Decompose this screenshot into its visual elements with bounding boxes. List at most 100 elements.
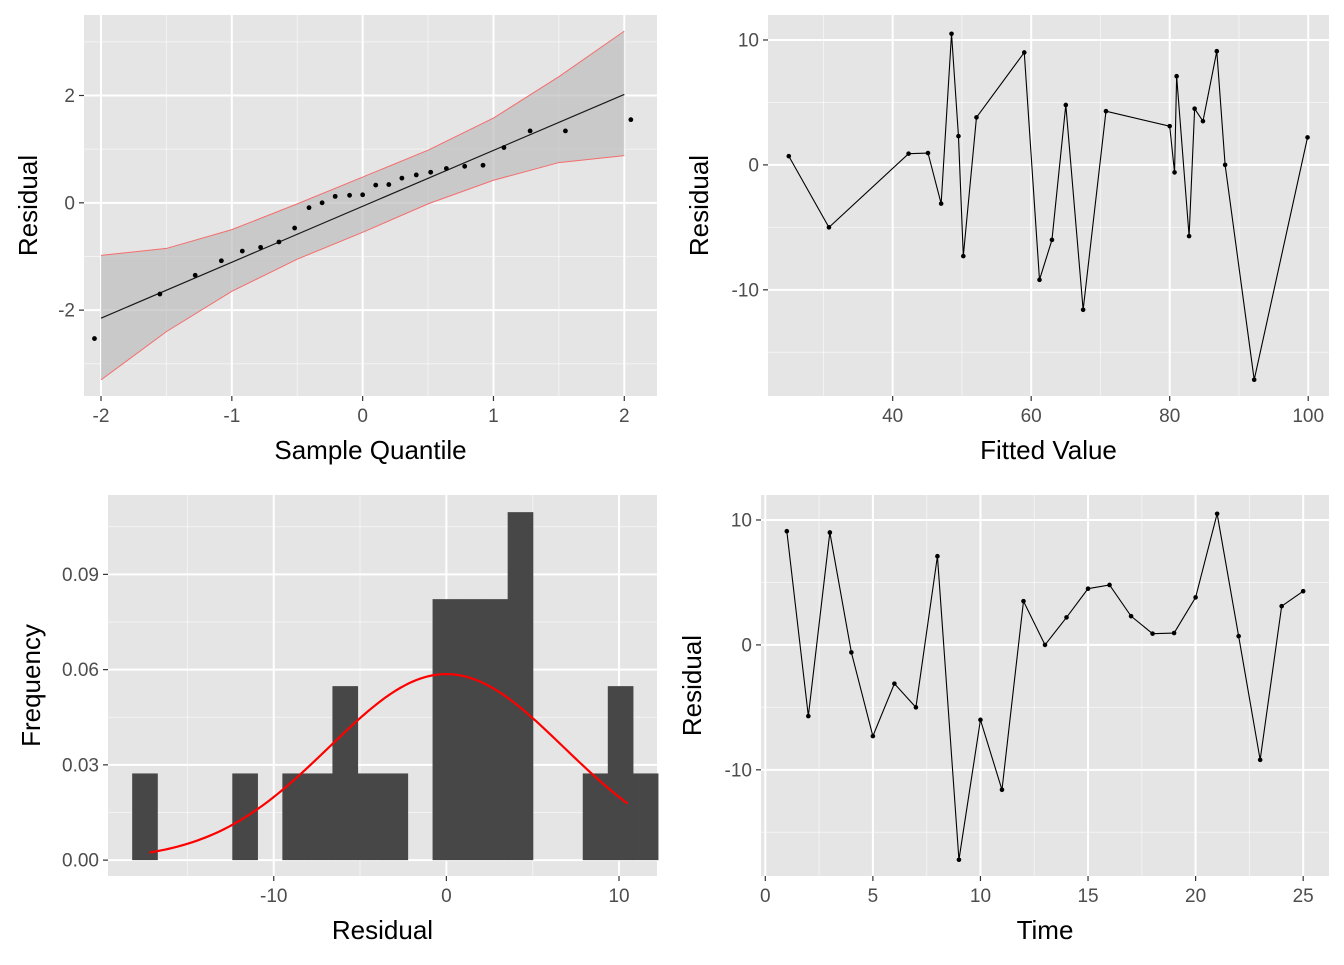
- residual-vs-time-point: [806, 713, 811, 719]
- y-tick-label: 0.06: [62, 660, 99, 681]
- residual-vs-time-grid: [761, 495, 1329, 876]
- y-tick-label: 0: [748, 155, 759, 176]
- histogram-bar: [282, 773, 309, 861]
- qq-point: [399, 175, 405, 181]
- x-tick-label: 20: [1185, 886, 1206, 907]
- residual-histogram-y-tick-labels: 0.00 0.03 0.06 0.09: [62, 565, 108, 872]
- x-tick-label: -1: [223, 406, 240, 427]
- residual-vs-fitted-point: [925, 150, 931, 156]
- residual-vs-fitted-point: [949, 31, 954, 37]
- qq-plot-panel: -2 0 2 -2 -1 0 1 2 Sample Quantile Residual: [13, 15, 657, 465]
- residual-vs-time-point: [999, 787, 1005, 793]
- confidence-band-upper-edge: [100, 30, 625, 256]
- histogram-bar: [132, 773, 158, 861]
- residual-vs-time-point: [1236, 633, 1241, 639]
- qq-point: [192, 272, 198, 278]
- residual-vs-fitted-panel: -10 0 10 40 60 80 100 Fitted Value Residual: [684, 15, 1329, 465]
- residual-vs-time-point: [1300, 588, 1306, 594]
- qq-point: [462, 163, 468, 169]
- residual-vs-time-point: [1171, 630, 1177, 636]
- residual-vs-time-point: [1042, 642, 1048, 648]
- residual-vs-time-point: [956, 857, 962, 863]
- x-tick-label: 25: [1293, 886, 1314, 907]
- qq-plot-marks: [92, 93, 634, 341]
- histogram-bar: [432, 599, 459, 861]
- residual-histogram-marks: [132, 512, 659, 861]
- x-tick-label: 10: [970, 886, 991, 907]
- residual-vs-fitted-point: [1192, 106, 1197, 111]
- residual-vs-fitted-point: [961, 253, 966, 259]
- confidence-band-lower-edge: [100, 155, 625, 381]
- y-tick-label: -2: [58, 301, 75, 322]
- qq-point: [306, 205, 312, 211]
- residual-vs-fitted-point: [1080, 307, 1086, 313]
- residual-vs-fitted-point: [1174, 73, 1179, 79]
- y-tick-label: 10: [731, 510, 752, 531]
- qq-point: [527, 128, 533, 134]
- residual-vs-time-point: [1064, 615, 1069, 620]
- residual-vs-fitted-point: [1200, 118, 1206, 124]
- residual-vs-time-panel: -10 0 10 0 5 10 15 20 25 Time Residual: [677, 495, 1329, 945]
- residual-vs-fitted-point: [956, 133, 961, 139]
- x-tick-label: 40: [882, 406, 903, 427]
- qq-point: [292, 225, 298, 231]
- residual-vs-fitted-point: [786, 153, 792, 159]
- residual-vs-fitted-point: [1251, 377, 1257, 383]
- residual-vs-fitted-point: [1037, 277, 1042, 283]
- residual-vs-fitted-point: [1167, 123, 1173, 129]
- residual-vs-time-point: [870, 733, 876, 739]
- residual-vs-fitted-point: [1214, 48, 1220, 54]
- x-tick-label: -2: [93, 406, 110, 427]
- residual-vs-fitted-point: [1172, 170, 1177, 175]
- residual-vs-fitted-point: [1063, 102, 1069, 108]
- residual-vs-fitted-x-axis-title: Fitted Value: [980, 435, 1117, 465]
- residual-vs-time-point: [1257, 757, 1263, 763]
- residual-vs-time-point: [827, 530, 833, 535]
- qq-point: [443, 166, 449, 171]
- y-tick-label: 0: [741, 635, 752, 656]
- qq-reference-line: [100, 93, 625, 319]
- qq-point: [480, 162, 486, 168]
- residual-vs-time-x-tick-labels: 0 5 10 15 20 25: [760, 876, 1314, 907]
- histogram-bar: [457, 599, 484, 861]
- qq-point: [373, 182, 379, 188]
- residual-vs-fitted-background: [768, 15, 1329, 396]
- residual-vs-time-point: [1128, 613, 1134, 619]
- residual-vs-time-background: [761, 495, 1329, 876]
- x-tick-label: 0: [357, 406, 368, 427]
- residual-vs-fitted-marks: [786, 31, 1310, 383]
- residual-vs-time-point: [892, 681, 897, 686]
- histogram-bar: [582, 773, 609, 861]
- x-tick-label: 5: [868, 886, 879, 907]
- residual-vs-fitted-y-tick-labels: -10 0 10: [732, 30, 768, 301]
- qq-point: [347, 192, 352, 198]
- qq-point: [563, 128, 568, 134]
- residual-vs-fitted-grid: [768, 15, 1329, 396]
- residual-vs-fitted-point: [906, 151, 911, 156]
- residual-vs-time-marks: [784, 511, 1306, 863]
- residual-vs-time-point: [1150, 631, 1155, 636]
- qq-point: [239, 248, 245, 254]
- y-tick-label: 10: [738, 30, 759, 51]
- histogram-bar: [632, 773, 659, 861]
- residual-vs-time-point: [1214, 511, 1220, 517]
- x-tick-label: 0: [760, 886, 771, 907]
- histogram-bar: [482, 599, 509, 861]
- qq-point: [218, 258, 224, 264]
- qq-point: [157, 291, 163, 297]
- residual-vs-time-point: [1021, 598, 1026, 604]
- histogram-bar: [607, 686, 634, 861]
- residual-vs-fitted-point: [1049, 237, 1055, 243]
- histogram-bar: [357, 773, 384, 861]
- y-tick-label: 0.00: [62, 851, 99, 872]
- qq-point: [386, 182, 392, 187]
- x-tick-label: 15: [1077, 886, 1098, 907]
- residual-vs-fitted-point: [1222, 162, 1228, 168]
- qq-plot-x-axis-title: Sample Quantile: [274, 435, 466, 465]
- qq-plot-y-tick-labels: -2 0 2: [58, 86, 84, 322]
- residual-vs-fitted-point: [826, 225, 832, 230]
- y-tick-label: 0.09: [62, 565, 99, 586]
- y-tick-label: 0.03: [62, 755, 99, 776]
- residual-vs-fitted-point: [1021, 50, 1027, 55]
